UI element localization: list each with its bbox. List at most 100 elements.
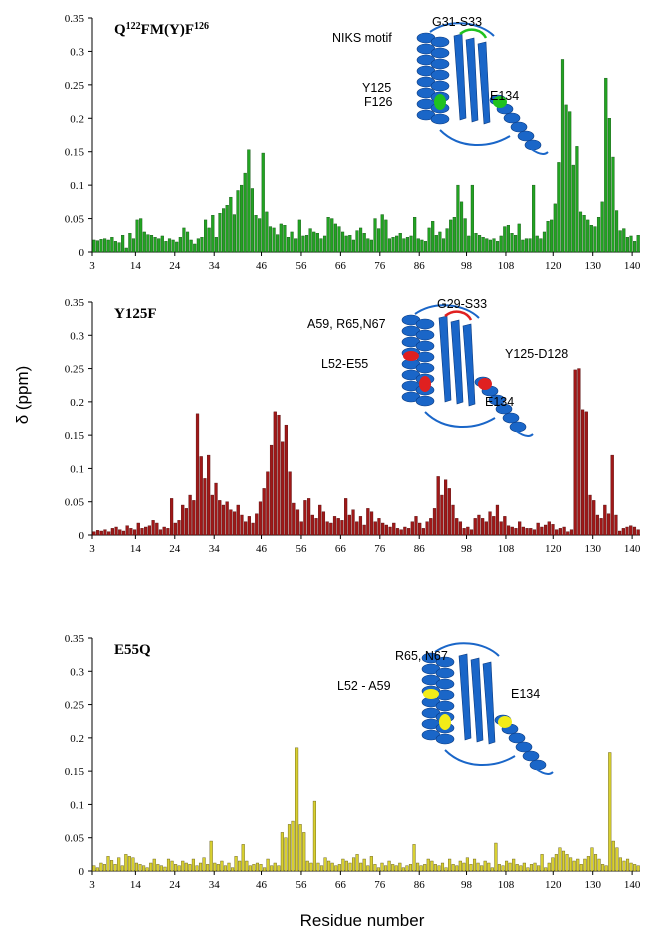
bar <box>145 867 149 872</box>
bar <box>512 858 516 872</box>
bar <box>543 524 548 536</box>
bar <box>261 152 265 253</box>
highlight-region <box>439 714 451 730</box>
bar <box>305 860 309 872</box>
bar <box>588 494 592 536</box>
helix-turn <box>415 318 435 330</box>
bar <box>431 221 435 253</box>
bar <box>521 239 525 253</box>
bar <box>225 204 229 253</box>
bar <box>323 857 327 872</box>
bar <box>497 864 501 872</box>
x-tick-label: 3 <box>89 543 95 555</box>
bar <box>131 238 136 253</box>
bar <box>129 528 133 536</box>
bar <box>170 860 174 872</box>
bar <box>213 862 217 872</box>
bar <box>625 858 630 872</box>
bar <box>142 231 146 253</box>
bar <box>113 864 117 872</box>
helix-turn <box>510 121 528 133</box>
bar <box>636 529 640 536</box>
y-tick-label: 0.15 <box>65 766 85 778</box>
bar <box>387 860 391 872</box>
bar <box>601 864 605 872</box>
x-tick-label: 76 <box>374 879 386 891</box>
bar <box>473 518 477 536</box>
x-tick-label: 140 <box>624 879 641 891</box>
bar <box>337 864 341 872</box>
bar <box>231 867 235 872</box>
x-tick-label: 76 <box>374 543 386 555</box>
beta-strand <box>458 653 472 741</box>
bar <box>391 864 395 872</box>
y-tick-label: 0.2 <box>70 113 84 125</box>
x-tick-label: 108 <box>498 260 515 272</box>
y-tick-label: 0.1 <box>70 180 84 192</box>
bar <box>192 500 196 536</box>
bar <box>597 858 601 872</box>
helix-turn <box>503 112 521 124</box>
bar <box>255 513 259 536</box>
bar <box>465 857 469 872</box>
bar <box>236 504 240 536</box>
bar <box>555 529 559 536</box>
bar <box>485 238 489 253</box>
x-tick-label: 140 <box>624 260 641 272</box>
bar <box>380 214 384 253</box>
loop-coil <box>434 642 554 776</box>
bar <box>529 864 534 872</box>
bar <box>270 865 274 872</box>
bar <box>152 858 156 872</box>
bar <box>156 864 160 872</box>
title-superscript: 122 <box>126 21 141 32</box>
bar <box>433 864 437 872</box>
y-tick-label: 0.35 <box>65 633 85 645</box>
title-text: Q <box>114 22 126 38</box>
bar <box>351 509 355 536</box>
bar <box>560 59 565 253</box>
x-tick-label: 66 <box>335 879 347 891</box>
bar <box>359 862 363 872</box>
bar <box>221 504 226 536</box>
bar <box>304 235 309 253</box>
y-tick-label: 0 <box>79 247 85 259</box>
bar <box>144 526 148 536</box>
title-text: FM(Y)F <box>141 22 194 38</box>
bar <box>586 219 590 253</box>
bar <box>529 528 533 536</box>
x-tick-label: 3 <box>89 879 95 891</box>
bar <box>135 219 139 253</box>
panel-title: E55Q <box>114 642 151 658</box>
bar <box>604 77 608 253</box>
bar <box>225 501 229 536</box>
bar <box>547 521 551 536</box>
bar <box>248 865 252 872</box>
y-tick-label: 0.2 <box>70 733 84 745</box>
x-tick-label: 66 <box>335 260 347 272</box>
x-tick-label: 34 <box>209 543 221 555</box>
bar <box>499 235 503 253</box>
bar <box>247 516 251 536</box>
structure-annotation: A59, R65,N67 <box>307 317 386 331</box>
chart-panel-3: 0 0.05 0.1 0.15 0.2 0.25 0.3 0.35 3 14 24 34 46 56 66 7… <box>65 633 641 891</box>
bar <box>517 223 521 253</box>
bar <box>155 522 159 536</box>
bar <box>269 444 274 536</box>
bar <box>540 526 544 536</box>
y-tick-label: 0.35 <box>65 297 85 309</box>
bar <box>618 230 622 253</box>
bar <box>243 172 247 253</box>
bar <box>263 867 267 872</box>
bar <box>633 864 637 872</box>
x-tick-label: 86 <box>414 260 426 272</box>
bar <box>302 832 306 872</box>
x-tick-label: 56 <box>295 543 307 555</box>
bar <box>540 854 544 872</box>
bar <box>532 184 536 253</box>
bar <box>373 864 377 872</box>
bar <box>564 104 568 253</box>
bar <box>387 238 391 253</box>
bar <box>451 504 455 536</box>
